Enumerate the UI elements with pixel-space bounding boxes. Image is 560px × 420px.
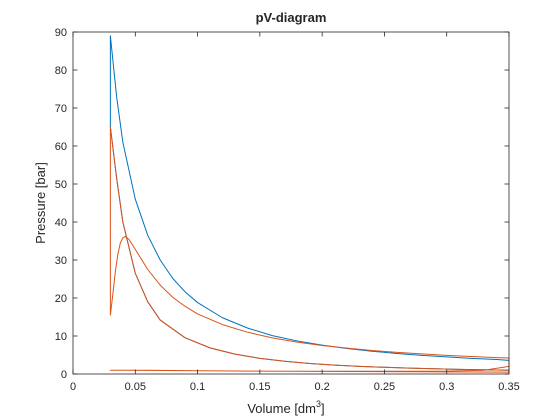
y-tick-label: 90 bbox=[55, 27, 67, 39]
x-tick-label: 0.3 bbox=[439, 381, 454, 393]
y-tick-label: 20 bbox=[55, 293, 67, 305]
y-tick-label: 40 bbox=[55, 217, 67, 229]
y-tick-label: 60 bbox=[55, 141, 67, 153]
y-tick-label: 70 bbox=[55, 103, 67, 115]
x-tick-label: 0.15 bbox=[249, 381, 270, 393]
x-tick-label: 0.05 bbox=[125, 381, 146, 393]
plot-area bbox=[73, 32, 509, 374]
x-axis-label-text: Volume [dm bbox=[247, 401, 316, 416]
series-layer bbox=[109, 35, 510, 373]
x-tick-label: 0 bbox=[70, 381, 76, 393]
series-line-2 bbox=[109, 126, 510, 373]
x-tick-label: 0.25 bbox=[374, 381, 395, 393]
x-tick-label: 0.2 bbox=[314, 381, 329, 393]
x-tick-label: 0.1 bbox=[190, 381, 205, 393]
y-tick-label: 50 bbox=[55, 179, 67, 191]
y-axis-label: Pressure [bar] bbox=[33, 162, 48, 244]
y-tick-label: 0 bbox=[61, 369, 67, 381]
y-tick-label: 10 bbox=[55, 331, 67, 343]
chart-title: pV-diagram bbox=[256, 10, 327, 25]
y-tick-label: 30 bbox=[55, 255, 67, 267]
y-tick-label: 80 bbox=[55, 65, 67, 77]
axes-box bbox=[72, 31, 510, 375]
x-axis-label-superscript: 3 bbox=[316, 399, 321, 409]
ticks-layer: 0 0.05 0.1 0.15 0.2 0.25 0.3 0.35 0 10 20 30 40 50 60 7… bbox=[55, 27, 520, 393]
x-tick-label: 0.35 bbox=[498, 381, 519, 393]
x-axis-label-suffix: ] bbox=[321, 401, 325, 416]
x-axis-label: Volume [dm3] bbox=[247, 399, 324, 416]
